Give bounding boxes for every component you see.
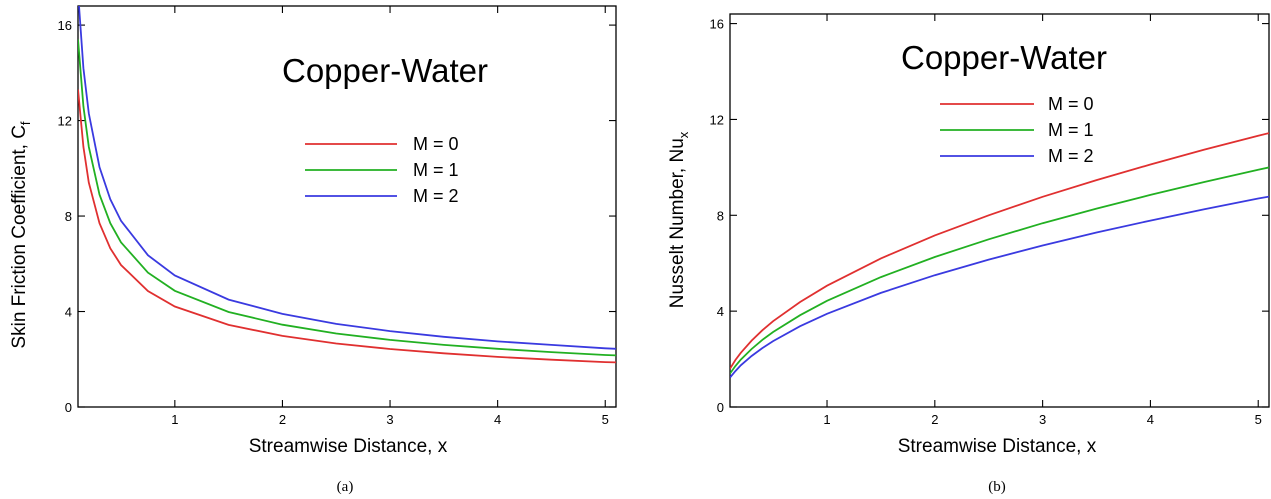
y-axis-label-main: Nusselt Number, Nu (667, 138, 688, 308)
x-tick-label: 1 (171, 412, 178, 427)
y-tick-label: 8 (65, 209, 72, 224)
y-axis-label: Nusselt Number, Nux (667, 131, 691, 308)
y-tick-label: 4 (65, 305, 72, 320)
x-tick-label: 1 (823, 412, 830, 427)
chart-panel-a: Copper-Water Streamwise Distance, x Skin… (9, 5, 617, 495)
x-tick-label: 5 (602, 412, 609, 427)
legend-label: M = 2 (413, 186, 459, 206)
x-tick-label: 5 (1255, 412, 1262, 427)
plot-frame (77, 5, 617, 408)
x-tick-label: 3 (386, 412, 393, 427)
panel-caption: (b) (988, 479, 1006, 495)
x-tick-label: 4 (494, 412, 501, 427)
y-tick-label: 12 (710, 112, 724, 127)
x-tick-label: 4 (1147, 412, 1154, 427)
annotation-copper-water: Copper-Water (901, 39, 1107, 76)
y-tick-label: 16 (710, 17, 724, 32)
annotation-copper-water: Copper-Water (282, 52, 488, 89)
y-tick-label: 4 (717, 304, 724, 319)
y-axis-label-subscript: f (18, 121, 33, 125)
series-line-m2 (78, 6, 616, 350)
y-tick-label: 12 (58, 114, 72, 129)
series-line-m2 (730, 195, 1269, 379)
x-tick-label: 3 (1039, 412, 1046, 427)
x-tick-label: 2 (931, 412, 938, 427)
legend-label: M = 0 (1048, 94, 1094, 114)
y-tick-label: 0 (65, 400, 72, 415)
chart-panel-b: Copper-Water Streamwise Distance, x Nuss… (667, 13, 1270, 495)
series-line-m1 (730, 166, 1269, 375)
y-tick-label: 8 (717, 208, 724, 223)
x-tick-label: 2 (279, 412, 286, 427)
y-tick-label: 0 (717, 400, 724, 415)
x-axis-label: Streamwise Distance, x (249, 436, 448, 457)
series-line-m0 (78, 89, 616, 364)
y-axis-label-subscript: x (676, 131, 691, 138)
y-axis-label: Skin Friction Coefficient, Cf (9, 121, 33, 349)
legend-label: M = 2 (1048, 146, 1094, 166)
series-line-m1 (78, 39, 616, 357)
panel-caption: (a) (337, 479, 354, 495)
y-tick-label: 16 (58, 18, 72, 33)
plot-frame (729, 13, 1270, 408)
legend-label: M = 1 (413, 160, 459, 180)
legend-label: M = 0 (413, 134, 459, 154)
legend-label: M = 1 (1048, 120, 1094, 140)
x-axis-label: Streamwise Distance, x (898, 436, 1097, 457)
series-line-m0 (730, 132, 1269, 370)
y-axis-label-main: Skin Friction Coefficient, C (9, 125, 30, 349)
